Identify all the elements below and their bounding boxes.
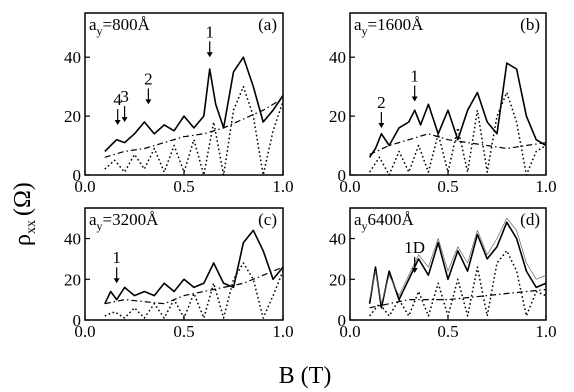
y-tick-label: 20	[64, 270, 81, 289]
series-dotted-line	[368, 91, 547, 176]
chart-panel-4: 0.0 0.5 1.0 0 20 40 ay6400Å (d) 1D	[329, 207, 557, 341]
x-tick-label: 0.0	[74, 177, 95, 196]
panel-label: (c)	[258, 210, 277, 229]
y-tick-label: 40	[329, 230, 346, 249]
y-tick-label: 40	[64, 230, 81, 249]
series-dashdot-line	[104, 266, 284, 305]
panel-label: (a)	[258, 15, 277, 34]
y-tick-label: 0	[338, 166, 347, 185]
annotation-arrow-head	[121, 117, 128, 123]
peak-annotation-label: 4	[113, 90, 122, 109]
x-tick-label: 0.5	[173, 322, 194, 341]
series-dotted-line	[369, 250, 547, 317]
annotation-arrow-head	[378, 122, 385, 128]
y-tick-label: 40	[64, 48, 81, 67]
y-axis-title-unit: (Ω)	[10, 182, 36, 216]
parameter-label: ay=800Å	[89, 15, 151, 38]
x-tick-label: 1.0	[272, 322, 293, 341]
series-dotted-line	[104, 262, 284, 319]
svg-text:ρxx(Ω): ρxx (Ω)	[10, 182, 39, 246]
peak-annotation-label: 1	[112, 248, 121, 267]
peak-annotation-label: 1	[410, 66, 419, 85]
parameter-label: ay=3200Å	[89, 210, 159, 233]
series-dashdot-line	[369, 288, 547, 309]
annotation-arrow-head	[145, 99, 152, 105]
parameter-label: ay=1600Å	[354, 15, 424, 38]
y-axis-title-main: ρ	[10, 234, 36, 246]
y-tick-label: 20	[329, 107, 346, 126]
x-tick-label: 0.5	[437, 322, 458, 341]
x-axis-title: B (T)	[279, 363, 332, 389]
annotation-arrow-head	[206, 52, 213, 58]
y-axis-title: ρxx (Ω)	[10, 182, 39, 246]
series-solid-line	[104, 56, 284, 152]
annotation-arrow-head	[411, 96, 418, 102]
annotation-arrow-head	[411, 268, 418, 274]
x-tick-label: 0.5	[173, 177, 194, 196]
y-tick-label: 0	[338, 311, 347, 330]
x-tick-label: 1.0	[535, 322, 556, 341]
x-tick-label: 0.0	[339, 322, 360, 341]
peak-annotation-label: 2	[144, 69, 153, 88]
peak-annotation-label: 1D	[404, 238, 425, 257]
peak-annotation-label: 1	[205, 22, 214, 41]
x-tick-label: 0.0	[339, 177, 360, 196]
x-tick-label: 1.0	[535, 177, 556, 196]
series-thin-line	[369, 217, 547, 305]
x-tick-label: 0.5	[437, 177, 458, 196]
y-tick-label: 0	[73, 311, 82, 330]
parameter-label: ay6400Å	[354, 210, 415, 233]
peak-annotation-label: 3	[120, 87, 129, 106]
y-tick-label: 40	[329, 48, 346, 67]
y-axis-title-subscript: xx	[24, 220, 39, 234]
x-tick-label: 1.0	[272, 177, 293, 196]
series-solid-line	[104, 229, 284, 305]
annotation-arrow-head	[113, 278, 120, 284]
x-tick-label: 0.0	[74, 322, 95, 341]
series-dashdot-line	[104, 97, 284, 158]
y-tick-label: 20	[329, 270, 346, 289]
y-tick-label: 0	[73, 166, 82, 185]
panel-label: (b)	[520, 15, 540, 34]
y-tick-label: 20	[64, 107, 81, 126]
chart-panel-1: 0.0 0.5 1.0 0 20 40 ay=800Å (a) 1 234	[64, 12, 294, 196]
chart-panel-3: 0.0 0.5 1.0 0 20 40 ay=3200Å (c) 1	[64, 207, 294, 341]
series-solid-line	[368, 221, 547, 309]
annotation-arrow-head	[114, 120, 121, 126]
peak-annotation-label: 2	[377, 93, 386, 112]
series-solid-line	[368, 62, 547, 158]
series-dashdot-line	[369, 133, 547, 155]
chart-panel-2: 0.0 0.5 1.0 0 20 40 ay=1600Å (b) 1 2	[329, 12, 557, 196]
panel-label: (d)	[520, 210, 540, 229]
